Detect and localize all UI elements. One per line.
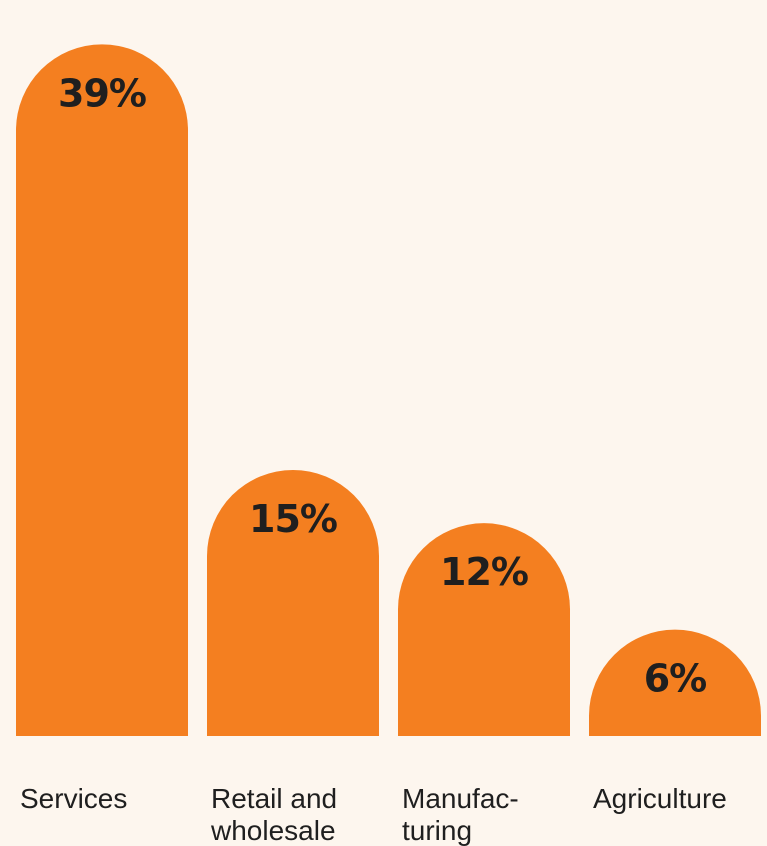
- value-label-3: 6%: [644, 657, 707, 701]
- bar-0: [16, 44, 188, 737]
- category-label-0: Services: [20, 783, 127, 814]
- value-label-1: 15%: [249, 497, 337, 541]
- value-label-2: 12%: [440, 550, 528, 594]
- value-labels-group: 39% 15% 12% 6%: [58, 71, 707, 701]
- category-label-3: Agriculture: [593, 783, 727, 814]
- bars-group: [16, 44, 761, 737]
- value-label-0: 39%: [58, 71, 146, 115]
- category-labels-group: Services Retail and wholesale Manufac-turin…: [20, 783, 727, 846]
- category-label-1: Retail and wholesale: [210, 783, 337, 846]
- category-label-2: Manufac-turing: [402, 783, 519, 846]
- bar-2: [398, 523, 570, 736]
- bar-1: [207, 469, 379, 736]
- bar-3: [589, 629, 761, 736]
